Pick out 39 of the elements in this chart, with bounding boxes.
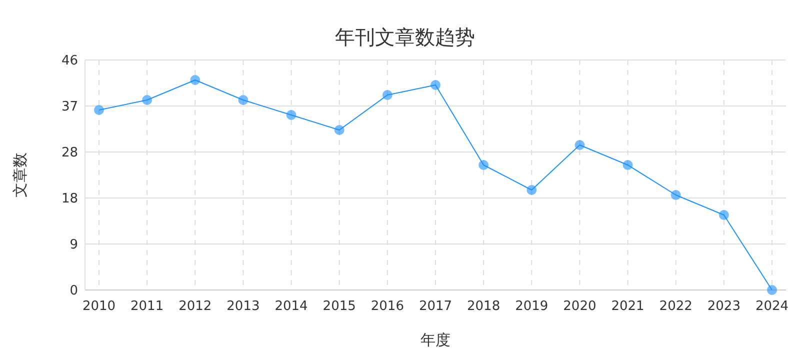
point [670, 190, 681, 200]
x-tick-label: 2024 [755, 299, 789, 314]
x-axis-title: 年度 [420, 331, 450, 349]
x-tick-label: 2014 [274, 299, 308, 314]
point [478, 160, 489, 170]
point [94, 105, 104, 115]
x-tick-label: 2011 [130, 299, 164, 314]
x-tick-label: 2017 [418, 299, 452, 314]
point [430, 80, 440, 90]
point [142, 95, 152, 105]
point [574, 140, 585, 150]
x-tick-label: 2010 [82, 299, 116, 314]
x-tick-label: 2015 [322, 299, 356, 314]
point [718, 210, 729, 220]
x-tick-label: 2020 [563, 299, 596, 314]
point [526, 185, 537, 195]
point [334, 125, 344, 135]
x-tick-label: 2021 [611, 299, 644, 314]
y-tick-label: 18 [61, 192, 78, 206]
point [767, 285, 777, 295]
y-axis-title: 文章数 [11, 152, 29, 198]
y-tick-label: 46 [61, 54, 78, 68]
x-tick-label: 2023 [707, 299, 740, 314]
point [622, 160, 633, 170]
x-tick-label: 2016 [370, 299, 404, 314]
point [286, 110, 296, 120]
y-tick-label: 0 [70, 284, 78, 298]
y-tick-label: 9 [70, 238, 78, 252]
x-tick-label: 2019 [515, 299, 548, 314]
x-tick-label: 2012 [178, 299, 212, 314]
x-tick-label: 2013 [226, 299, 260, 314]
x-tick-label: 2018 [467, 299, 500, 314]
y-tick-label: 37 [61, 100, 78, 114]
point [382, 90, 392, 100]
point [238, 95, 248, 105]
chart-title: 年刊文章数趋势 [335, 25, 475, 49]
point [190, 75, 200, 85]
x-tick-label: 2022 [659, 299, 692, 314]
y-tick-label: 28 [61, 146, 78, 160]
